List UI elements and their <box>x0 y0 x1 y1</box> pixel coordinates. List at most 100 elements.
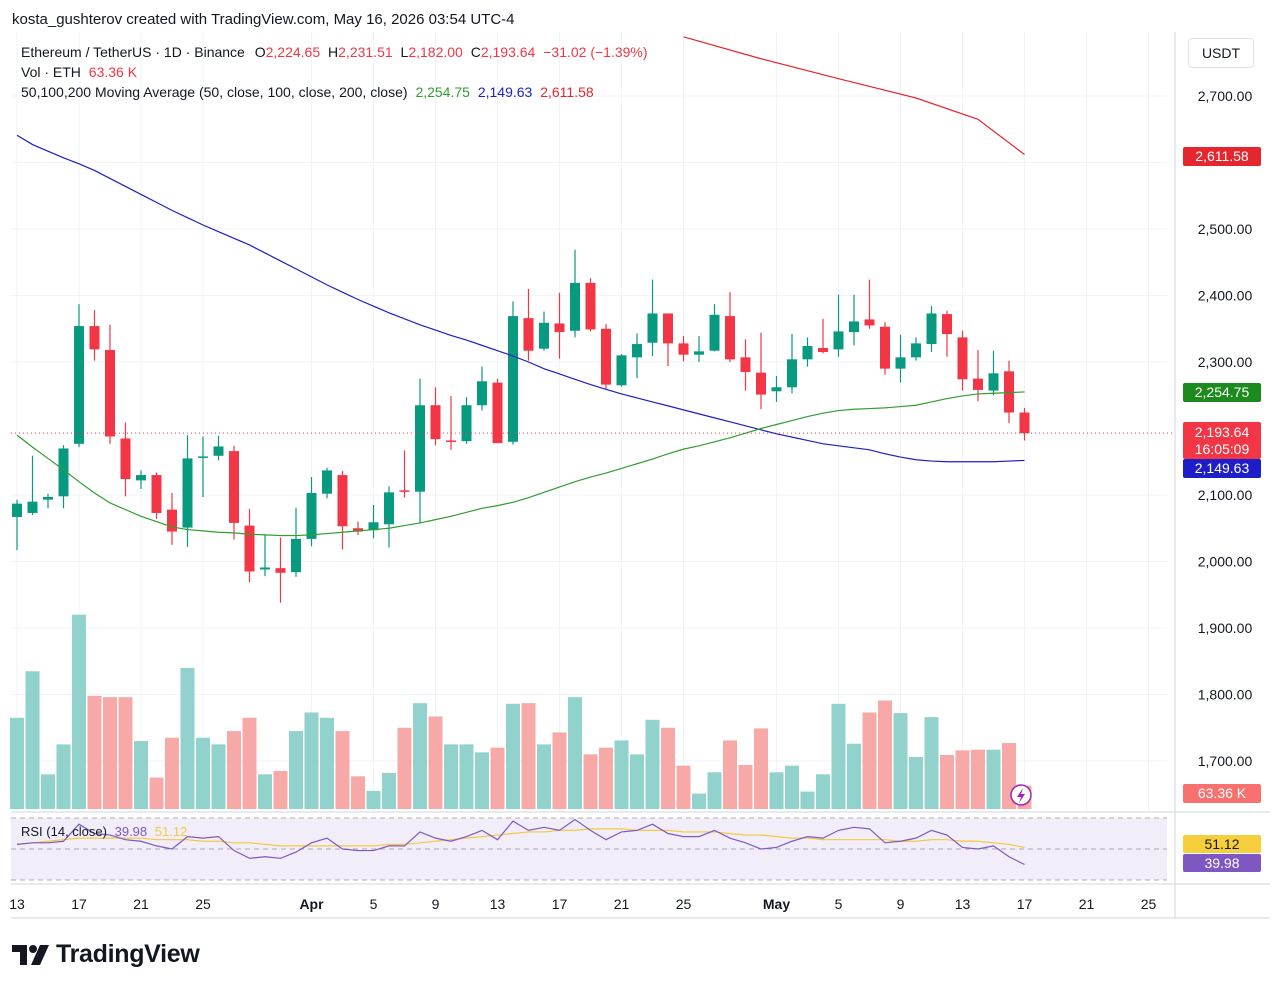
volume-bar <box>506 703 520 809</box>
open-value: 2,224.65 <box>265 44 321 60</box>
candle-body <box>756 372 766 395</box>
candle-body <box>570 282 580 331</box>
time-tick-label: 13 <box>955 896 971 912</box>
currency-selector[interactable]: USDT <box>1188 38 1254 68</box>
volume-legend: Vol · ETH 63.36 K <box>21 64 141 80</box>
volume-bar <box>459 744 474 809</box>
volume-bar <box>537 744 551 809</box>
volume-bar <box>645 719 660 809</box>
candle-series <box>11 249 1175 603</box>
low-value: 2,182.00 <box>408 44 463 60</box>
volume-bar <box>816 774 830 809</box>
time-tick-label: 5 <box>370 896 378 912</box>
volume-bar <box>661 727 675 809</box>
candle-body <box>27 501 38 513</box>
candle-body <box>213 446 224 456</box>
axis-labels: 2,700.00 2,500.00 2,400.00 2,300.00 2,100.00… <box>9 88 1252 912</box>
tradingview-logo[interactable]: TradingView <box>12 940 200 969</box>
volume-bar <box>521 703 536 809</box>
price-tick-label: 2,700.00 <box>1198 88 1253 104</box>
volume-bar <box>909 757 923 809</box>
candle-body <box>864 319 875 326</box>
candle-body <box>771 387 782 392</box>
candle-body <box>818 348 828 353</box>
tradingview-mark-icon <box>12 944 49 965</box>
volume-bar <box>847 743 861 809</box>
candle-body <box>647 313 658 343</box>
last-price-tag: 2,193.64 16:05:09 <box>1183 422 1261 459</box>
volume-bar <box>971 749 985 809</box>
rsi-ma-line <box>16 828 1025 849</box>
price-tick-label: 1,800.00 <box>1198 687 1253 703</box>
volume-bar <box>118 697 133 809</box>
close-label: C <box>470 44 481 60</box>
ma-legend: 50,100,200 Moving Average (50, close, 10… <box>21 84 598 100</box>
rsi-pane <box>11 817 1167 881</box>
candle-body <box>616 355 627 386</box>
candle-body <box>787 359 797 388</box>
volume-bar <box>196 737 210 809</box>
volume-bar <box>289 731 303 809</box>
rsi-label: RSI (14, close) <box>21 824 107 839</box>
volume-bar <box>320 717 334 809</box>
volume-label: Vol · ETH <box>21 64 81 80</box>
time-tick-label: 9 <box>897 896 905 912</box>
candle-body <box>229 451 239 523</box>
high-value: 2,231.51 <box>338 44 393 60</box>
volume-value: 63.36 K <box>88 64 138 80</box>
volume-bar <box>893 713 908 809</box>
volume-bar <box>258 774 272 809</box>
high-label: H <box>328 44 339 60</box>
volume-bar <box>41 774 55 809</box>
volume-bar <box>831 703 846 809</box>
candle-body <box>833 331 844 350</box>
volume-bar <box>800 791 815 809</box>
candle-body <box>384 492 394 525</box>
volume-bar <box>599 747 613 809</box>
lightning-icon <box>1010 784 1032 806</box>
volume-bar <box>242 717 257 809</box>
volume-bar <box>413 703 427 809</box>
volume-bar <box>428 716 443 809</box>
candle-body <box>89 326 100 350</box>
candle-body <box>678 343 689 355</box>
volume-bar <box>707 772 722 809</box>
candle-body <box>136 475 146 481</box>
volume-bar <box>25 671 40 809</box>
candle-body <box>849 321 859 333</box>
volume-bar <box>382 772 396 809</box>
time-tick-label: May <box>763 896 790 912</box>
price-tick-label: 1,900.00 <box>1198 620 1253 636</box>
volume-bar <box>149 777 164 809</box>
candle-body <box>337 475 348 527</box>
price-tick-label: 2,500.00 <box>1198 221 1253 237</box>
ma50-price-tag: 2,254.75 <box>1183 383 1261 402</box>
candle-body <box>120 438 131 480</box>
rsi-line <box>16 818 1025 866</box>
ma100-line <box>16 134 1025 463</box>
price-tick-label: 2,300.00 <box>1198 354 1253 370</box>
candle-body <box>446 440 456 442</box>
time-tick-label: 21 <box>1079 896 1095 912</box>
volume-bar <box>630 754 644 809</box>
candle-body <box>306 493 317 539</box>
candle-body <box>430 405 441 440</box>
volume-bar <box>165 737 179 809</box>
volume-bar <box>304 712 319 809</box>
volume-bar <box>10 717 24 809</box>
candle-body <box>802 346 813 360</box>
candle-body <box>198 456 208 458</box>
ma200-value: 2,611.58 <box>540 84 594 100</box>
candle-body <box>926 313 937 345</box>
candle-body <box>43 496 53 500</box>
time-tick-label: 25 <box>676 896 692 912</box>
price-tick-label: 2,400.00 <box>1198 288 1253 304</box>
candle-body <box>399 490 410 492</box>
candle-body <box>895 357 906 369</box>
symbol-title: Ethereum / TetherUS · 1D · Binance <box>21 44 245 60</box>
candle-body <box>585 282 596 330</box>
time-tick-label: 21 <box>614 896 630 912</box>
rsi-price-tag: 39.98 <box>1183 854 1261 872</box>
candle-body <box>988 373 999 391</box>
